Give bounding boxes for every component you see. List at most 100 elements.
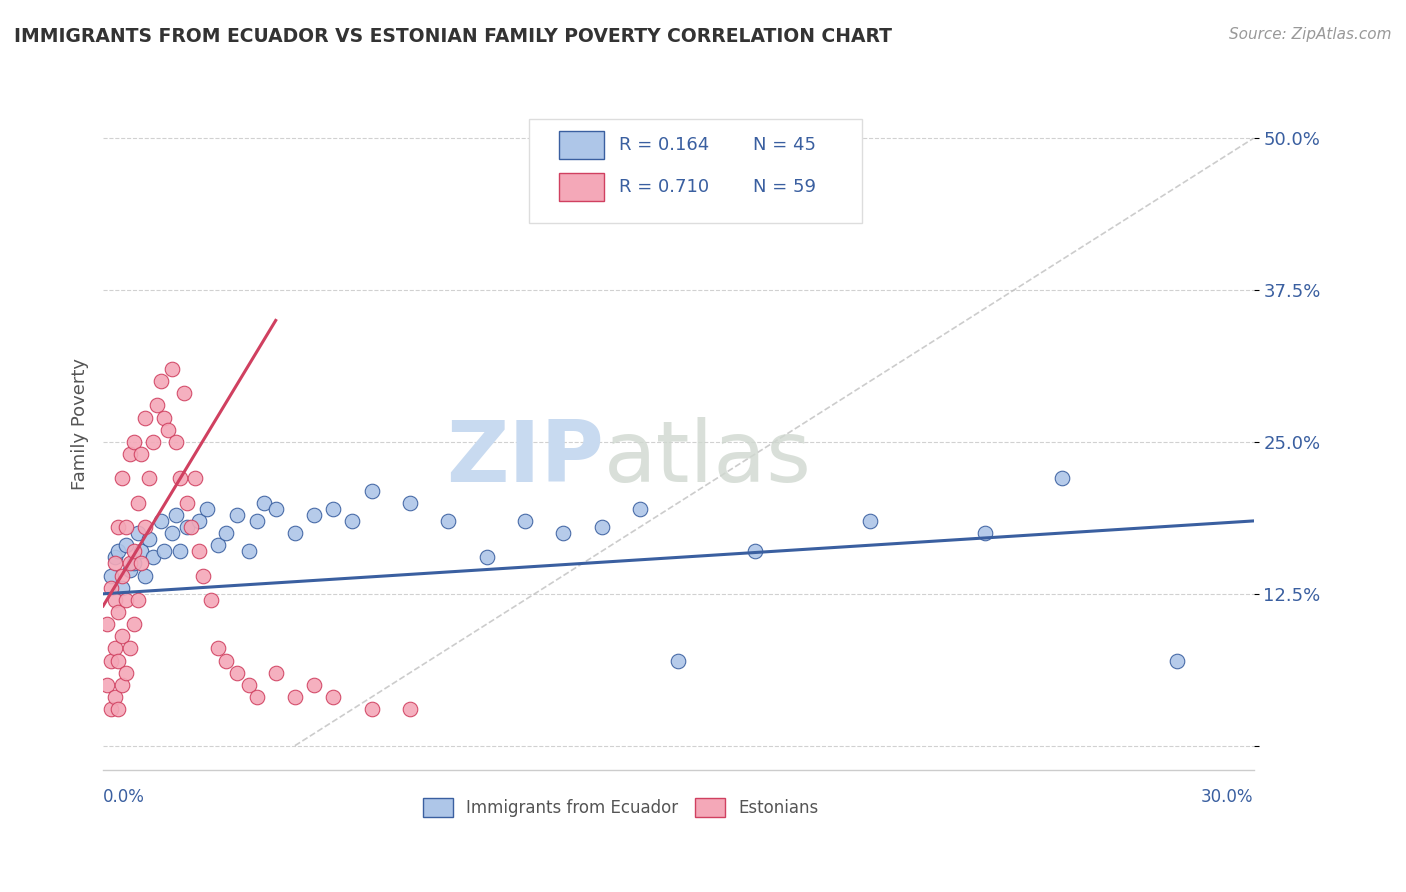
Point [302, 678, 325, 692]
Point [169, 544, 191, 558]
Point [104, 593, 127, 607]
Point [360, 702, 382, 716]
Point [399, 496, 422, 510]
Text: atlas: atlas [603, 417, 811, 500]
Point [226, 665, 249, 680]
Point [173, 386, 195, 401]
Point [104, 550, 127, 565]
Point [104, 557, 127, 571]
Point [138, 471, 160, 485]
Point [302, 508, 325, 522]
Point [160, 526, 183, 541]
Point [111, 581, 134, 595]
Point [513, 514, 536, 528]
Point [122, 557, 145, 571]
Point [122, 544, 145, 558]
Point [111, 678, 134, 692]
Point [322, 690, 344, 704]
Text: IMMIGRANTS FROM ECUADOR VS ESTONIAN FAMILY POVERTY CORRELATION CHART: IMMIGRANTS FROM ECUADOR VS ESTONIAN FAMI… [14, 27, 891, 45]
Point [107, 520, 129, 534]
Point [253, 496, 276, 510]
Point [157, 423, 180, 437]
Point [96, 617, 118, 632]
Point [165, 508, 187, 522]
Point [115, 665, 138, 680]
Point [107, 702, 129, 716]
FancyBboxPatch shape [558, 173, 603, 201]
Point [149, 374, 172, 388]
Point [1050, 471, 1073, 485]
Text: ZIP: ZIP [446, 417, 603, 500]
Legend: Immigrants from Ecuador, Estonians: Immigrants from Ecuador, Estonians [416, 791, 825, 824]
Point [127, 526, 149, 541]
Point [149, 514, 172, 528]
Point [146, 399, 169, 413]
Point [238, 544, 260, 558]
Point [104, 641, 127, 656]
Point [666, 654, 689, 668]
Point [184, 471, 207, 485]
Point [100, 581, 122, 595]
Point [107, 544, 129, 558]
Point [226, 508, 249, 522]
Point [122, 617, 145, 632]
Point [104, 690, 127, 704]
Text: 0.0%: 0.0% [103, 789, 145, 806]
Point [591, 520, 613, 534]
Point [628, 501, 651, 516]
Point [100, 654, 122, 668]
Point [100, 568, 122, 582]
Point [284, 690, 307, 704]
Point [245, 690, 267, 704]
Point [142, 550, 165, 565]
Point [322, 501, 344, 516]
Point [118, 447, 141, 461]
Point [188, 514, 211, 528]
Point [360, 483, 382, 498]
Point [169, 471, 191, 485]
Point [96, 678, 118, 692]
Point [165, 434, 187, 449]
Text: N = 45: N = 45 [754, 136, 815, 153]
Point [264, 665, 287, 680]
Point [131, 557, 153, 571]
Point [111, 568, 134, 582]
Point [127, 593, 149, 607]
Point [284, 526, 307, 541]
Point [176, 520, 198, 534]
Point [264, 501, 287, 516]
Point [437, 514, 460, 528]
Point [100, 702, 122, 716]
FancyBboxPatch shape [529, 119, 862, 223]
Point [122, 434, 145, 449]
Point [131, 447, 153, 461]
Point [153, 410, 176, 425]
Point [138, 532, 160, 546]
Point [111, 629, 134, 643]
Point [342, 514, 364, 528]
Point [200, 593, 222, 607]
Point [859, 514, 882, 528]
Text: 30.0%: 30.0% [1201, 789, 1254, 806]
Point [207, 538, 229, 552]
Point [215, 526, 238, 541]
Point [118, 641, 141, 656]
Point [107, 605, 129, 619]
Point [188, 544, 211, 558]
Point [134, 568, 156, 582]
Point [215, 654, 238, 668]
Point [107, 654, 129, 668]
Point [118, 557, 141, 571]
Point [553, 526, 575, 541]
Point [111, 471, 134, 485]
Point [115, 538, 138, 552]
Point [134, 520, 156, 534]
FancyBboxPatch shape [558, 131, 603, 159]
Text: N = 59: N = 59 [754, 178, 815, 196]
Point [207, 641, 229, 656]
Point [142, 434, 165, 449]
Point [115, 593, 138, 607]
Point [134, 410, 156, 425]
Point [1166, 654, 1188, 668]
Point [195, 501, 218, 516]
